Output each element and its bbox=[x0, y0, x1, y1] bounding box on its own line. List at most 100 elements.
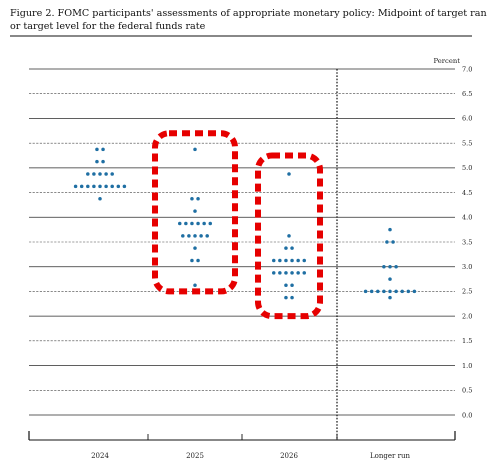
dot-marker bbox=[86, 184, 90, 189]
y-tick-label: 1.5 bbox=[462, 337, 472, 345]
dot-marker bbox=[190, 258, 194, 263]
dot-marker bbox=[287, 172, 291, 176]
dot-marker bbox=[412, 289, 417, 294]
y-tick-label: 3.5 bbox=[462, 238, 472, 246]
dot-marker bbox=[104, 184, 108, 189]
dot-marker bbox=[388, 295, 392, 300]
y-tick-label: 2.5 bbox=[462, 288, 472, 296]
highlight-box-2026 bbox=[255, 152, 323, 320]
dot-marker bbox=[376, 289, 380, 294]
dot-marker bbox=[116, 184, 121, 189]
y-tick-label: 6.0 bbox=[462, 115, 472, 123]
figure-title: Figure 2. FOMC participants' assessments… bbox=[10, 8, 487, 33]
y-tick-label: 0.0 bbox=[462, 411, 472, 419]
dot-marker bbox=[98, 172, 102, 176]
dot-marker bbox=[92, 172, 96, 176]
dot-marker bbox=[196, 221, 200, 226]
dot-marker bbox=[193, 209, 197, 213]
dot-marker bbox=[290, 258, 294, 263]
dot-marker bbox=[86, 172, 90, 176]
dot-marker bbox=[181, 234, 185, 238]
dot-marker bbox=[290, 246, 294, 250]
y-tick-label: 4.5 bbox=[462, 189, 472, 197]
dot-marker bbox=[302, 258, 306, 263]
dot-marker bbox=[388, 227, 392, 232]
dot-marker bbox=[290, 271, 294, 275]
x-category-label: 2025 bbox=[186, 452, 204, 460]
dot-marker bbox=[110, 172, 114, 176]
dot-marker bbox=[92, 184, 96, 189]
x-category-label: 2026 bbox=[280, 452, 298, 460]
dot-marker bbox=[296, 258, 300, 263]
dot-marker bbox=[284, 295, 288, 300]
dot-marker bbox=[394, 264, 398, 269]
dot-marker bbox=[394, 289, 398, 294]
dot-marker bbox=[208, 221, 212, 226]
dot-marker bbox=[190, 221, 194, 226]
dot-marker bbox=[178, 221, 182, 226]
highlight-box-2025 bbox=[152, 130, 238, 295]
dot-marker bbox=[278, 258, 282, 263]
y-axis-label: Percent bbox=[434, 57, 461, 65]
dot-marker bbox=[290, 283, 294, 287]
y-tick-label: 7.0 bbox=[462, 65, 472, 73]
dot-marker bbox=[284, 271, 288, 275]
dot-marker bbox=[196, 258, 200, 263]
dot-marker bbox=[193, 246, 197, 250]
y-tick-label: 3.0 bbox=[462, 263, 472, 271]
dot-marker bbox=[284, 258, 288, 263]
figure-title-line-1: Figure 2. FOMC participants' assessments… bbox=[10, 8, 487, 19]
x-category-label: Longer run bbox=[370, 452, 410, 460]
dot-marker bbox=[101, 147, 105, 152]
dot-marker bbox=[199, 234, 203, 238]
dot-marker bbox=[290, 295, 294, 300]
dot-marker bbox=[391, 240, 395, 244]
y-tick-label: 1.0 bbox=[462, 362, 472, 370]
dot-marker bbox=[98, 197, 102, 201]
dot-marker bbox=[302, 271, 306, 275]
dot-marker bbox=[406, 289, 411, 294]
dot-marker bbox=[184, 221, 188, 226]
dot-marker bbox=[363, 289, 368, 294]
dot-marker bbox=[272, 258, 276, 263]
x-category-label: 2024 bbox=[91, 452, 109, 460]
x-axis: 2024 2025 2026 Longer run bbox=[28, 431, 456, 460]
y-tick-label: 5.0 bbox=[462, 164, 472, 172]
dot-marker bbox=[110, 184, 114, 189]
y-tick-label: 2.0 bbox=[462, 312, 472, 320]
dot-marker bbox=[382, 264, 386, 269]
highlight-annotations bbox=[152, 130, 323, 320]
dot-marker bbox=[382, 289, 386, 294]
dot-marker bbox=[196, 197, 200, 201]
dot-marker bbox=[98, 184, 102, 189]
dot-marker bbox=[193, 283, 197, 287]
dot-marker bbox=[284, 283, 288, 287]
gridlines bbox=[29, 68, 455, 440]
dot-marker bbox=[278, 271, 282, 275]
dot-marker bbox=[287, 234, 291, 238]
dot-marker bbox=[95, 147, 99, 152]
figure-title-line-2: or target level for the federal funds ra… bbox=[10, 20, 206, 32]
dot-marker bbox=[190, 197, 194, 201]
dot-marker bbox=[296, 271, 300, 275]
dot-marker bbox=[95, 159, 99, 164]
dot-marker bbox=[388, 289, 392, 294]
dot-marker bbox=[193, 234, 197, 238]
dot-markers bbox=[73, 147, 417, 300]
dot-marker bbox=[193, 147, 197, 152]
dot-marker bbox=[369, 289, 374, 294]
y-tick-label: 5.5 bbox=[462, 139, 472, 147]
dot-marker bbox=[79, 184, 84, 189]
dot-marker bbox=[205, 234, 209, 238]
dot-marker bbox=[284, 246, 288, 250]
dot-marker bbox=[73, 184, 78, 189]
dot-marker bbox=[122, 184, 127, 189]
dot-marker bbox=[385, 240, 389, 244]
dot-marker bbox=[388, 277, 392, 281]
dot-marker bbox=[104, 172, 108, 176]
y-tick-labels: 0.0 0.5 1.0 1.5 2.0 2.5 3.0 3.5 4.0 4.5 5.0 5.5 6.0 6… bbox=[462, 65, 472, 419]
y-tick-label: 4.0 bbox=[462, 214, 472, 222]
dot-marker bbox=[272, 271, 276, 275]
y-tick-label: 0.5 bbox=[462, 387, 472, 395]
